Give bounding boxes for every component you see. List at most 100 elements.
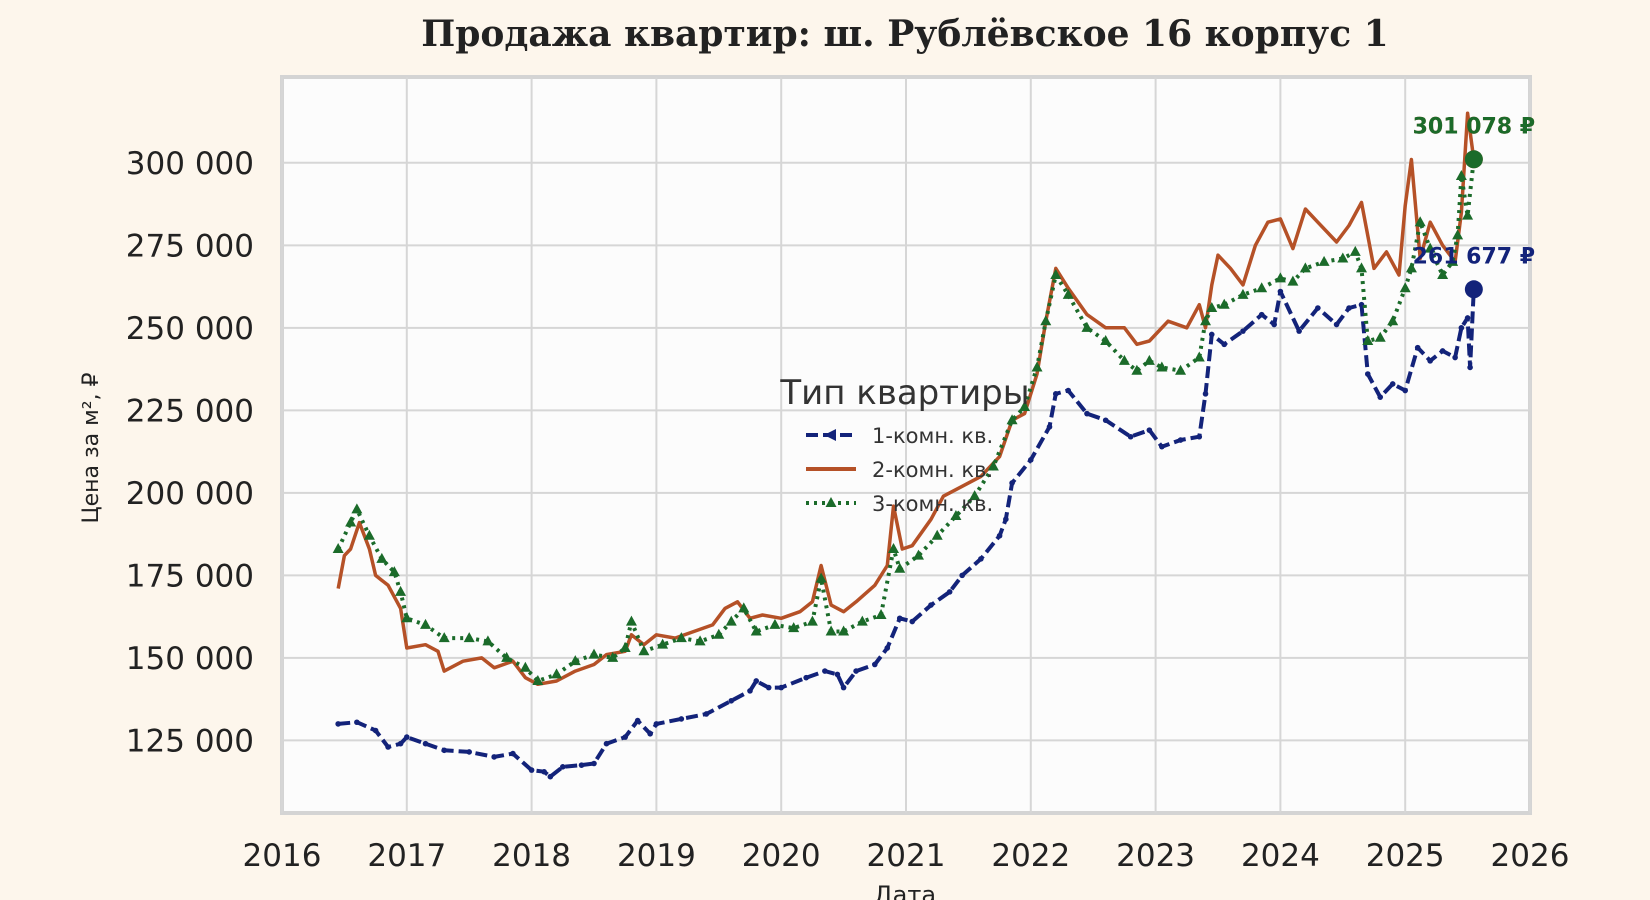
series-point [560, 763, 566, 770]
series-point [528, 767, 535, 773]
legend-label: 3-комн. кв. [872, 492, 993, 516]
series-point [1424, 242, 1436, 253]
series-point [1447, 255, 1459, 266]
series-point [1206, 302, 1218, 313]
y-tick-label: 150 000 [126, 641, 254, 677]
series-point [1467, 364, 1473, 371]
series-point [395, 585, 407, 596]
y-tick-label: 275 000 [126, 228, 254, 264]
series-1 [335, 286, 1477, 780]
series-point [747, 688, 753, 694]
series-point [335, 721, 341, 727]
series-point [806, 615, 818, 626]
x-tick-label: 2016 [243, 838, 322, 874]
y-tick-label: 225 000 [126, 393, 254, 429]
series-point [1040, 315, 1052, 326]
series-point [1131, 364, 1143, 375]
legend-label: 1-комн. кв. [872, 424, 993, 448]
series-point [1374, 331, 1386, 342]
legend-item: 3-комн. кв. [806, 492, 993, 516]
series-point [803, 674, 809, 681]
last-value-dot [1464, 150, 1483, 169]
x-tick-label: 2022 [991, 838, 1070, 874]
series-point [1146, 427, 1153, 433]
series-point [1315, 305, 1321, 311]
legend-marker [824, 429, 836, 441]
series-point [778, 684, 784, 691]
series-point [694, 635, 706, 646]
series-point [491, 754, 497, 760]
series-point [825, 625, 837, 636]
series-point [351, 503, 363, 514]
series-point [1100, 335, 1112, 346]
legend: Тип квартиры 1-комн. кв. 2-комн. кв. 3-ком… [779, 373, 1029, 516]
x-tick-label: 2019 [617, 838, 696, 874]
series-point [422, 740, 429, 747]
series-point [482, 635, 494, 646]
series-point [1009, 480, 1015, 486]
series-point [978, 556, 984, 562]
series-point [1237, 288, 1249, 299]
series-point [619, 641, 631, 652]
y-tick-label: 200 000 [126, 476, 254, 512]
series-point [345, 516, 357, 527]
series-point [1362, 335, 1374, 346]
x-tick-label: 2026 [1491, 838, 1570, 874]
series-point [815, 572, 827, 583]
last-value-label: 261 677 ₽ [1413, 244, 1535, 269]
series-point [872, 661, 878, 668]
series-point [634, 717, 641, 724]
series-point [728, 697, 735, 704]
series-point [441, 747, 448, 754]
series-point [1256, 282, 1268, 293]
series-point [822, 668, 828, 674]
series-point [1118, 354, 1130, 365]
series-point [388, 566, 400, 577]
y-axis-label: Цена за м², ₽ [79, 372, 104, 523]
series-point [1240, 328, 1246, 334]
series-point [987, 460, 999, 471]
series-point [950, 509, 962, 520]
series-point [1031, 361, 1043, 372]
series-point [1427, 358, 1433, 364]
series-point [896, 615, 903, 622]
series-point [1299, 262, 1311, 273]
series-point [438, 632, 450, 643]
series-point [753, 678, 760, 684]
series-point [750, 625, 762, 636]
series-point [1102, 417, 1109, 424]
series-point [1364, 371, 1371, 377]
series-point [1221, 341, 1228, 348]
x-tick-label: 2018 [492, 838, 571, 874]
series-point [551, 668, 563, 679]
series-point [928, 602, 934, 608]
series-point [569, 655, 581, 666]
series-point [1065, 387, 1072, 394]
series-line [336, 111, 1476, 687]
series-point [1277, 288, 1284, 295]
series-point [1127, 433, 1134, 440]
legend-item: 2-комн. кв. [806, 458, 993, 482]
series-point [1405, 262, 1417, 273]
series-point [401, 612, 413, 623]
series-point [466, 749, 473, 755]
series-point [578, 762, 585, 768]
series-point [397, 740, 404, 747]
series-point [463, 632, 475, 643]
series-point [1274, 272, 1286, 283]
y-tick-label: 250 000 [126, 311, 254, 347]
series-point [894, 562, 906, 573]
series-point [703, 711, 710, 717]
x-axis-label: Дата [874, 881, 936, 900]
series-point [420, 618, 432, 629]
annotations: 261 677 ₽301 078 ₽301 078 ₽ [1413, 114, 1535, 299]
series-point [1177, 437, 1184, 443]
series-point [788, 622, 800, 633]
series-point [541, 768, 547, 775]
series-point [1318, 255, 1330, 266]
series-point [1196, 433, 1203, 440]
last-value-label: 301 078 ₽ [1413, 114, 1535, 139]
series-point [363, 529, 375, 540]
series-point [603, 740, 610, 747]
